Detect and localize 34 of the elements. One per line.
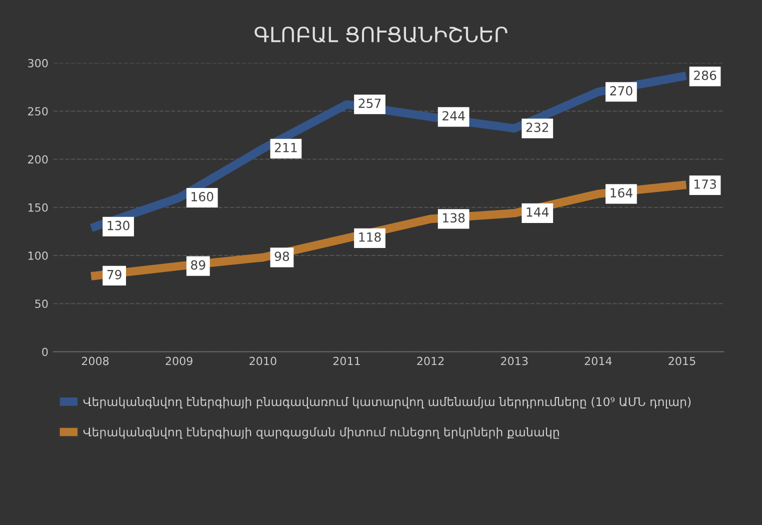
data-label: 89 (191, 260, 206, 270)
data-label: 173 (694, 179, 716, 189)
x-tick-label: 2009 (166, 356, 192, 366)
data-label: 130 (108, 220, 130, 230)
legend-label: Վերականգնվող էներգիայի զարգացման միտում ունեցող երկրների քանակը (83, 427, 559, 439)
x-tick-label: 2015 (668, 356, 696, 366)
data-label: 257 (358, 98, 381, 108)
chart-title: ԳԼՈԲԱԼ ՑՈՒՑԱՆԻՇՆԵՐ (254, 26, 508, 43)
x-tick-label: 2008 (82, 356, 109, 366)
legend-label: Վերականգնվող էներգիայի բնագավառում կատարվող ամենամյա ներդրումները (10⁹ ԱՄՆ դոլար) (83, 397, 691, 408)
data-label: 118 (359, 232, 381, 242)
y-tick-label: 250 (28, 107, 48, 116)
data-label: 160 (192, 192, 214, 202)
y-tick-label: 300 (28, 58, 48, 68)
x-tick-label: 2012 (417, 356, 444, 366)
data-label: 79 (107, 270, 122, 280)
x-tick-label: 2013 (501, 356, 528, 366)
x-tick-label: 2011 (333, 356, 360, 366)
y-tick-label: 0 (42, 348, 48, 356)
y-tick-label: 50 (35, 300, 48, 308)
y-tick-label: 100 (28, 251, 48, 260)
data-label: 138 (443, 213, 465, 223)
x-tick-label: 2014 (584, 356, 612, 366)
data-label: 144 (526, 207, 549, 217)
y-tick-label: 150 (28, 203, 48, 212)
data-label: 164 (610, 188, 632, 198)
data-label: 270 (610, 86, 632, 96)
y-tick-label: 200 (28, 155, 48, 164)
x-tick-label: 2010 (250, 356, 276, 366)
data-label: 286 (694, 70, 716, 80)
data-label: 211 (274, 142, 297, 152)
data-label: 98 (274, 252, 290, 262)
data-label: 232 (526, 122, 548, 132)
data-label: 244 (442, 111, 465, 120)
